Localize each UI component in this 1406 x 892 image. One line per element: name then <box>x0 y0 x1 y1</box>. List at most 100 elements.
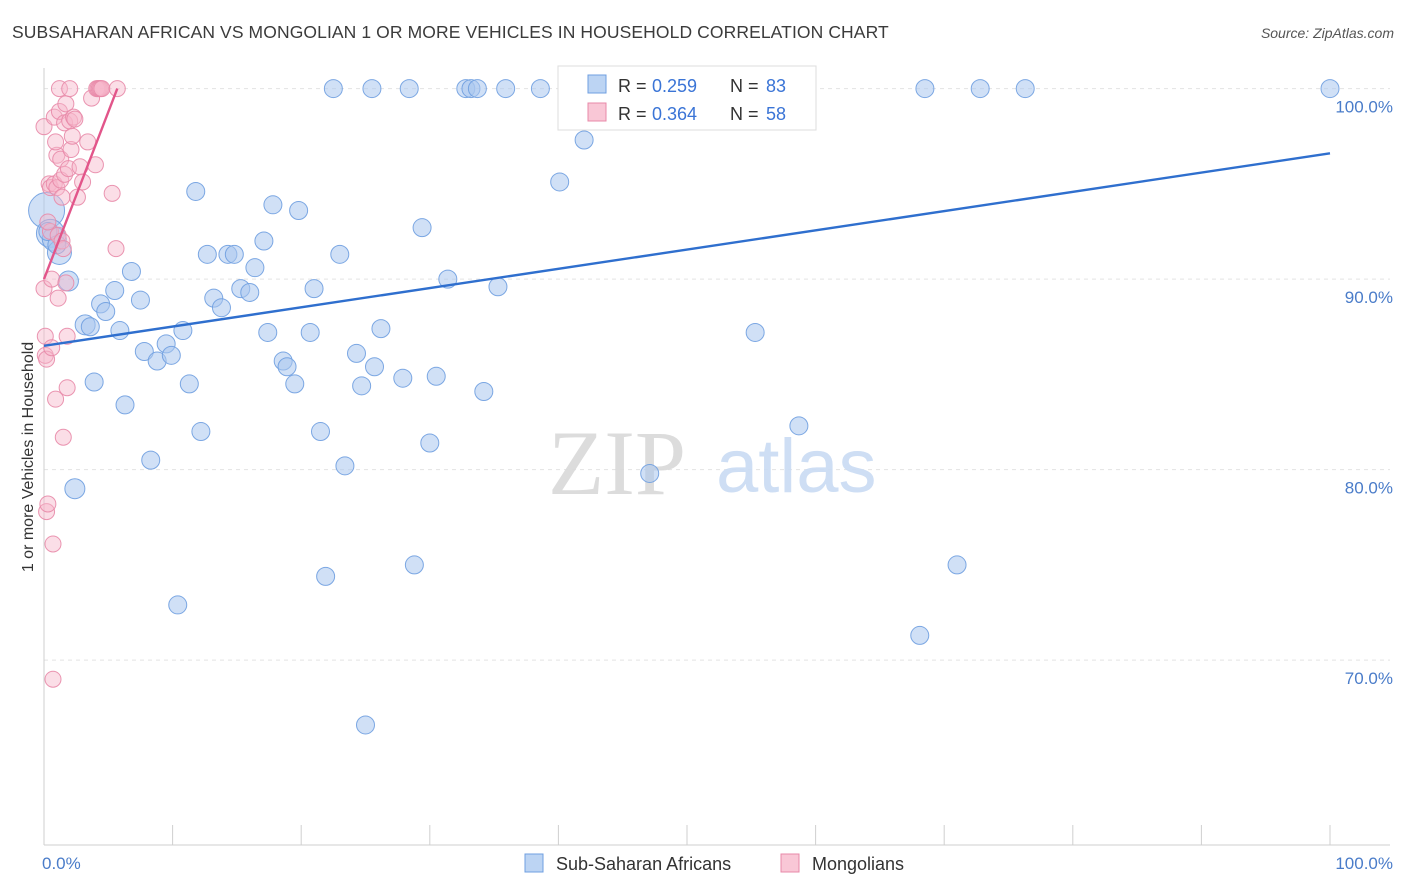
point-subsaharan <box>134 342 154 362</box>
bottom-legend-swatch-blue <box>524 853 544 873</box>
trend-lines <box>42 88 1331 347</box>
point-subsaharan <box>399 79 419 99</box>
point-subsaharan <box>240 282 260 302</box>
legend-swatch-blue <box>587 74 607 94</box>
point-mongolian <box>53 188 71 206</box>
point-subsaharan <box>110 321 130 341</box>
watermark-zip: ZIP <box>548 412 686 514</box>
point-mongolian <box>79 133 97 151</box>
point-subsaharan <box>335 456 355 476</box>
trend-line-subsaharan <box>43 152 1331 347</box>
point-mongolian <box>49 289 67 307</box>
point-subsaharan <box>254 231 274 251</box>
point-subsaharan <box>467 79 487 99</box>
point-subsaharan <box>96 302 116 322</box>
point-mongolian <box>48 179 66 197</box>
point-subsaharan <box>285 374 305 394</box>
legend-n-value-1: 83 <box>766 76 786 96</box>
y-axis-label: 1 or more Vehicles in Household <box>20 342 37 572</box>
point-subsaharan <box>263 195 283 215</box>
axes <box>43 68 1390 846</box>
watermark-atlas: atlas <box>716 424 877 509</box>
legend-r-value-1: 0.259 <box>652 76 697 96</box>
bottom-legend-label-1: Sub-Saharan Africans <box>556 854 731 874</box>
point-subsaharan <box>496 79 516 99</box>
data-points <box>28 79 1340 735</box>
legend-r-label-1: R = <box>618 76 647 96</box>
point-mongolian <box>66 110 84 128</box>
x-tick-label: 0.0% <box>42 854 81 873</box>
legend-swatch-pink <box>587 102 607 122</box>
bottom-legend-swatch-pink <box>780 853 800 873</box>
bottom-legend: Sub-Saharan Africans Mongolians <box>524 853 904 874</box>
tick-labels: 70.0% 80.0% 90.0% 100.0% 0.0% 100.0% <box>42 98 1393 873</box>
point-subsaharan <box>550 172 570 192</box>
point-mongolian <box>58 327 76 345</box>
point-subsaharan <box>426 366 446 386</box>
point-subsaharan <box>323 79 343 99</box>
point-subsaharan <box>310 422 330 442</box>
point-mongolian <box>43 339 61 357</box>
point-subsaharan <box>330 244 350 264</box>
point-mongolian <box>47 390 65 408</box>
point-subsaharan <box>245 258 265 278</box>
point-subsaharan <box>186 181 206 201</box>
point-subsaharan <box>488 277 508 297</box>
point-mongolian <box>50 80 68 98</box>
point-subsaharan <box>316 566 336 586</box>
point-subsaharan <box>910 625 930 645</box>
point-mongolian <box>39 495 57 513</box>
point-subsaharan <box>420 433 440 453</box>
point-mongolian <box>47 133 65 151</box>
point-subsaharan <box>371 319 391 339</box>
point-mongolian <box>44 535 62 553</box>
point-subsaharan <box>970 79 990 99</box>
point-mongolian <box>107 240 125 258</box>
point-subsaharan <box>530 79 550 99</box>
point-subsaharan <box>105 281 125 301</box>
source-label: Source: ZipAtlas.com <box>1260 25 1394 41</box>
legend-r-value-2: 0.364 <box>652 104 697 124</box>
point-subsaharan <box>168 595 188 615</box>
point-subsaharan <box>346 343 366 363</box>
y-tick-label: 90.0% <box>1345 288 1393 307</box>
point-subsaharan <box>277 357 297 377</box>
point-subsaharan <box>115 395 135 415</box>
point-subsaharan <box>352 376 372 396</box>
point-subsaharan <box>211 298 231 318</box>
point-subsaharan <box>745 322 765 342</box>
point-subsaharan <box>789 416 809 436</box>
legend-r-label-2: R = <box>618 104 647 124</box>
point-mongolian <box>43 270 61 288</box>
point-mongolian <box>103 184 121 202</box>
chart-title: SUBSAHARAN AFRICAN VS MONGOLIAN 1 OR MOR… <box>12 22 889 42</box>
point-mongolian <box>58 379 76 397</box>
point-subsaharan <box>130 290 150 310</box>
point-subsaharan <box>161 345 181 365</box>
point-mongolian <box>62 141 80 159</box>
point-mongolian <box>93 80 111 98</box>
legend-n-label-2: N = <box>730 104 759 124</box>
point-mongolian <box>61 80 79 98</box>
y-tick-label: 100.0% <box>1335 98 1393 117</box>
point-mongolian <box>39 213 57 231</box>
point-subsaharan <box>300 322 320 342</box>
x-tick-label: 100.0% <box>1335 854 1393 873</box>
point-subsaharan <box>356 715 375 735</box>
point-subsaharan <box>947 555 967 575</box>
trend-line-mongolian <box>42 88 119 280</box>
point-subsaharan <box>640 463 660 483</box>
legend-n-value-2: 58 <box>766 104 786 124</box>
grid-lines <box>44 88 1390 661</box>
point-subsaharan <box>141 450 161 470</box>
point-mongolian <box>57 274 75 292</box>
point-subsaharan <box>179 374 199 394</box>
point-subsaharan <box>224 244 244 264</box>
y-tick-label: 70.0% <box>1345 669 1393 688</box>
legend-n-label-1: N = <box>730 76 759 96</box>
point-subsaharan <box>197 244 217 264</box>
point-subsaharan <box>1015 79 1035 99</box>
point-mongolian <box>41 222 59 240</box>
point-subsaharan <box>84 372 104 392</box>
